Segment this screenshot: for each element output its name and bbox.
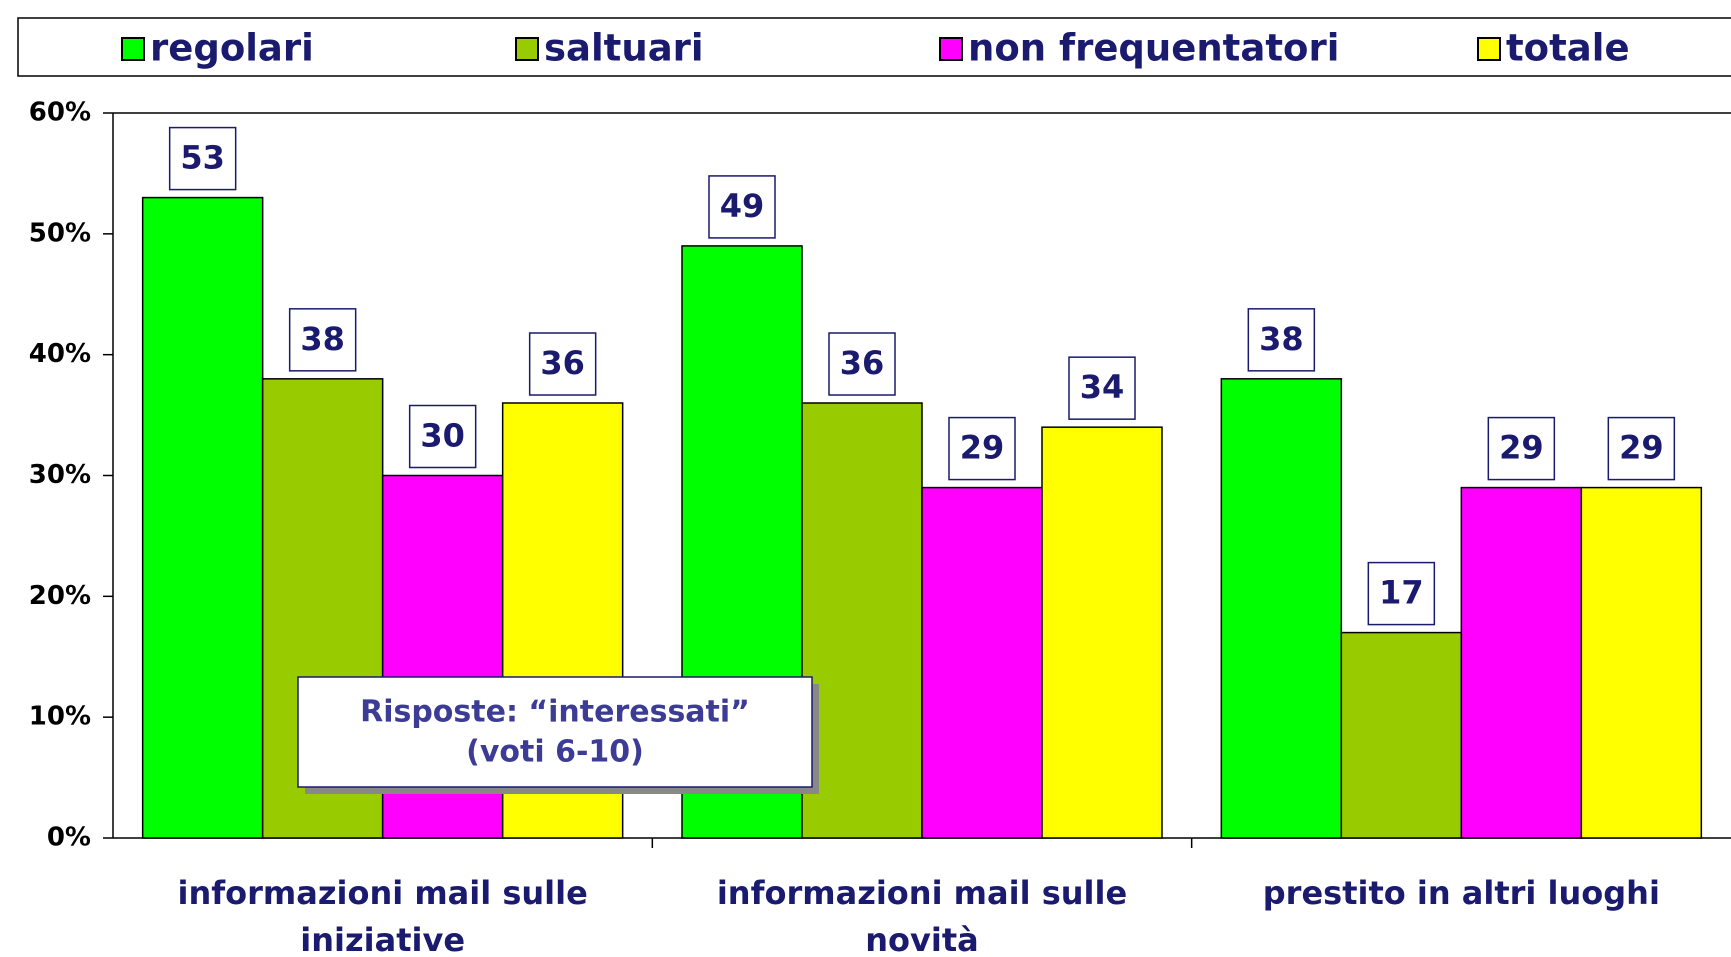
bar xyxy=(1580,486,1703,839)
value-label: 29 xyxy=(1619,429,1664,467)
bar xyxy=(801,402,923,839)
legend-label: saltuari xyxy=(544,27,704,70)
y-tick-label: 60% xyxy=(29,98,91,128)
bar xyxy=(141,196,264,839)
value-label-box xyxy=(408,404,477,469)
bar xyxy=(1340,631,1463,839)
bar xyxy=(1220,378,1343,839)
value-label-box xyxy=(948,416,1016,481)
legend-label: regolari xyxy=(150,27,314,70)
value-label: 34 xyxy=(1080,368,1125,406)
legend-swatch xyxy=(939,37,963,61)
value-label-box xyxy=(528,332,597,396)
value-label-box xyxy=(1367,561,1436,626)
x-tick-label: informazioni mail sulle novità xyxy=(716,874,1128,957)
value-label: 53 xyxy=(180,139,225,177)
value-label-box xyxy=(1247,308,1316,372)
value-label-box xyxy=(168,126,237,191)
value-label: 30 xyxy=(420,417,465,455)
value-label: 38 xyxy=(1259,320,1304,358)
y-tick-label: 40% xyxy=(29,339,91,369)
value-label-box xyxy=(708,175,776,239)
value-label: 38 xyxy=(300,320,345,358)
legend-swatch xyxy=(121,37,145,61)
x-tick-label: prestito in altri luoghi xyxy=(1262,874,1660,912)
value-label: 29 xyxy=(1499,429,1544,467)
bar xyxy=(1460,486,1583,839)
value-label-box xyxy=(828,332,896,396)
value-label: 17 xyxy=(1379,574,1424,612)
legend-frame xyxy=(17,17,1731,77)
y-tick-label: 50% xyxy=(29,218,91,248)
value-label-box xyxy=(1487,416,1556,481)
y-tick-label: 0% xyxy=(47,823,91,853)
value-label: 49 xyxy=(720,187,765,225)
legend-swatch xyxy=(1477,37,1501,61)
y-tick-label: 10% xyxy=(29,702,91,732)
value-label-box xyxy=(288,308,357,372)
y-tick-label: 30% xyxy=(29,460,91,490)
value-label-box xyxy=(1607,416,1676,481)
x-tick-label: informazioni mail sulle iniziative xyxy=(177,874,588,957)
annotation: (voti 6-10) xyxy=(466,735,644,770)
bar xyxy=(1041,426,1163,839)
annotation-box xyxy=(297,676,813,788)
y-tick-label: 20% xyxy=(29,581,91,611)
annotation: Risposte: “interessati” xyxy=(360,695,750,730)
legend-swatch xyxy=(515,37,539,61)
value-label: 36 xyxy=(840,344,885,382)
value-label: 36 xyxy=(540,344,585,382)
bar xyxy=(921,486,1043,839)
legend-label: non frequentatori xyxy=(968,27,1339,70)
value-label: 29 xyxy=(960,429,1005,467)
value-label-box xyxy=(1068,356,1136,420)
legend-label: totale xyxy=(1506,27,1630,70)
